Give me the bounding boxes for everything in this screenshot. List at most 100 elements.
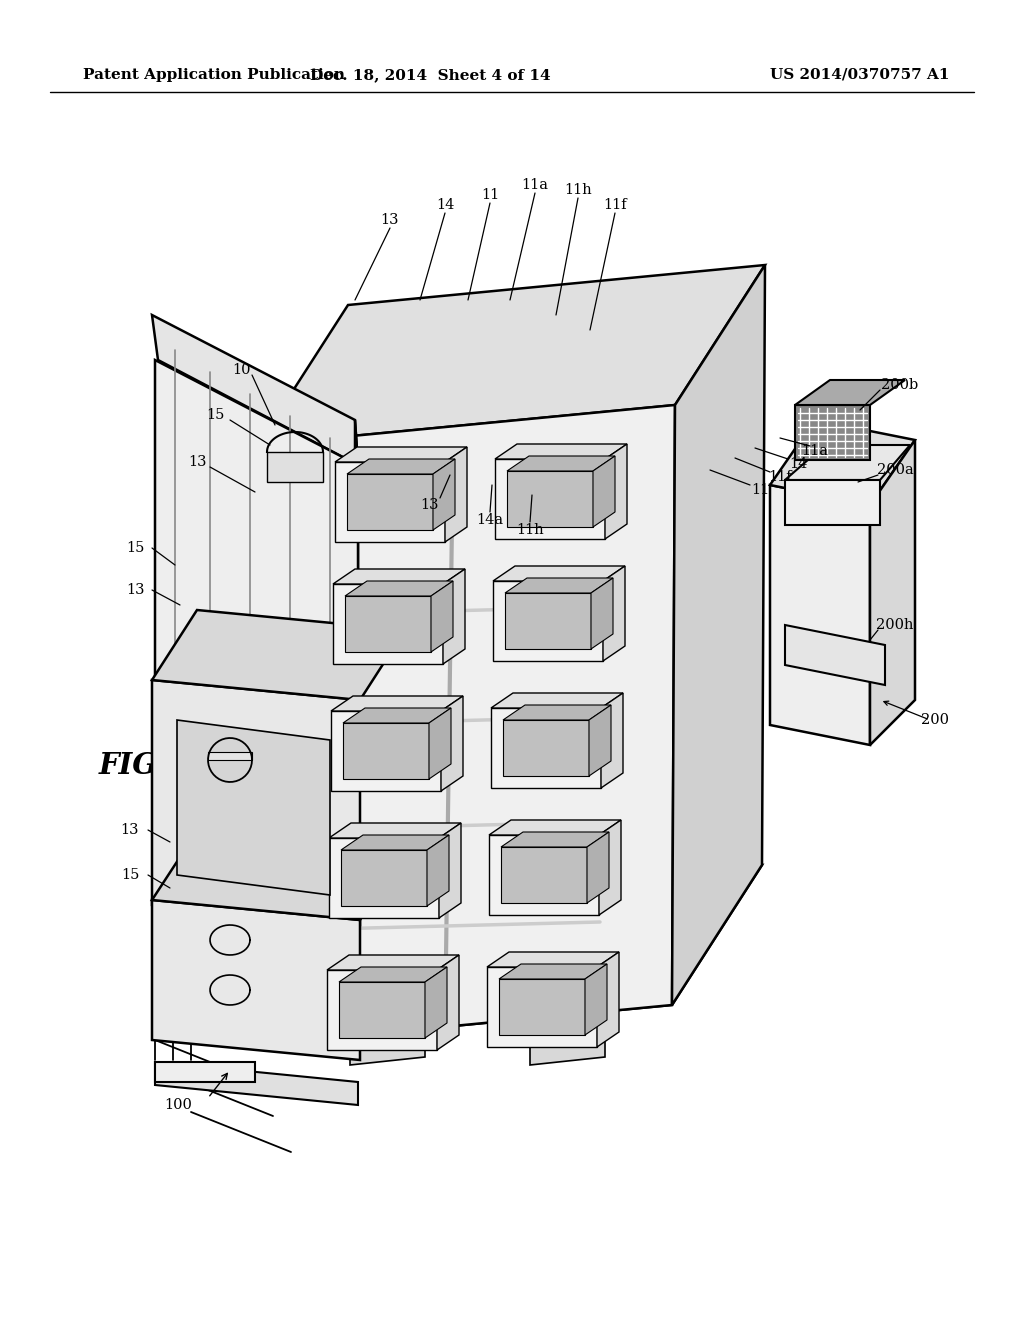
Polygon shape: [343, 723, 429, 779]
Text: 14a: 14a: [476, 513, 504, 527]
Polygon shape: [599, 820, 621, 915]
Polygon shape: [795, 405, 870, 459]
Text: 13: 13: [421, 498, 439, 512]
Text: 100: 100: [164, 1098, 191, 1111]
Polygon shape: [431, 581, 453, 652]
Polygon shape: [495, 444, 627, 459]
Polygon shape: [605, 444, 627, 539]
Polygon shape: [341, 836, 449, 850]
Text: 13: 13: [188, 455, 207, 469]
Polygon shape: [339, 968, 447, 982]
Polygon shape: [345, 597, 431, 652]
Polygon shape: [333, 583, 443, 664]
Text: 13: 13: [126, 583, 144, 597]
Polygon shape: [425, 968, 447, 1038]
Polygon shape: [785, 445, 910, 480]
Text: 14: 14: [436, 198, 455, 213]
Polygon shape: [603, 566, 625, 661]
Text: 15: 15: [121, 869, 139, 882]
Polygon shape: [501, 847, 587, 903]
Polygon shape: [152, 315, 358, 465]
Polygon shape: [152, 854, 390, 920]
Text: Dec. 18, 2014  Sheet 4 of 14: Dec. 18, 2014 Sheet 4 of 14: [309, 69, 550, 82]
Polygon shape: [795, 380, 905, 405]
Polygon shape: [327, 970, 437, 1049]
Polygon shape: [335, 462, 445, 543]
Text: 15: 15: [206, 408, 224, 422]
Polygon shape: [427, 836, 449, 906]
Polygon shape: [785, 480, 880, 525]
Polygon shape: [331, 711, 441, 791]
Text: 11a: 11a: [521, 178, 549, 191]
Polygon shape: [347, 459, 455, 474]
Text: 11: 11: [751, 483, 769, 498]
Polygon shape: [355, 420, 358, 861]
Polygon shape: [489, 836, 599, 915]
Polygon shape: [327, 954, 459, 970]
Text: 200a: 200a: [877, 463, 913, 477]
Polygon shape: [585, 964, 607, 1035]
Polygon shape: [155, 360, 358, 814]
Text: 13: 13: [121, 822, 139, 837]
Polygon shape: [499, 979, 585, 1035]
Polygon shape: [593, 455, 615, 527]
Polygon shape: [672, 265, 765, 1005]
Polygon shape: [255, 865, 762, 1045]
Polygon shape: [152, 900, 360, 1060]
Text: FIG. 4: FIG. 4: [98, 751, 198, 780]
Text: 11: 11: [481, 187, 499, 202]
Polygon shape: [341, 850, 427, 906]
Polygon shape: [441, 696, 463, 791]
Polygon shape: [333, 569, 465, 583]
Polygon shape: [505, 578, 613, 593]
Polygon shape: [255, 405, 675, 1045]
Polygon shape: [499, 964, 607, 979]
Polygon shape: [601, 693, 623, 788]
Polygon shape: [443, 569, 465, 664]
Polygon shape: [350, 1027, 425, 1065]
Polygon shape: [343, 708, 451, 723]
Text: 11h: 11h: [516, 523, 544, 537]
Polygon shape: [152, 610, 406, 700]
Polygon shape: [589, 705, 611, 776]
Polygon shape: [770, 420, 915, 506]
Polygon shape: [489, 820, 621, 836]
Polygon shape: [433, 459, 455, 531]
Polygon shape: [347, 474, 433, 531]
Polygon shape: [439, 822, 461, 917]
Text: 11a: 11a: [802, 444, 828, 458]
Polygon shape: [329, 822, 461, 838]
Polygon shape: [208, 752, 252, 760]
Polygon shape: [490, 708, 601, 788]
Polygon shape: [505, 593, 591, 649]
Text: 200b: 200b: [882, 378, 919, 392]
Polygon shape: [507, 471, 593, 527]
Polygon shape: [335, 447, 467, 462]
Polygon shape: [155, 1063, 358, 1105]
Text: 200: 200: [921, 713, 949, 727]
Text: US 2014/0370757 A1: US 2014/0370757 A1: [770, 69, 950, 82]
Text: Patent Application Publication: Patent Application Publication: [83, 69, 345, 82]
Text: 10: 10: [232, 363, 251, 378]
Polygon shape: [503, 705, 611, 719]
Polygon shape: [345, 581, 453, 597]
Polygon shape: [155, 1063, 255, 1082]
Polygon shape: [770, 484, 870, 744]
Polygon shape: [870, 440, 915, 744]
Polygon shape: [597, 952, 618, 1047]
Polygon shape: [429, 708, 451, 779]
Polygon shape: [487, 968, 597, 1047]
Polygon shape: [530, 1027, 605, 1065]
Polygon shape: [591, 578, 613, 649]
Text: 14: 14: [788, 457, 807, 471]
Polygon shape: [507, 455, 615, 471]
Polygon shape: [495, 459, 605, 539]
Polygon shape: [487, 952, 618, 968]
Polygon shape: [501, 832, 609, 847]
Polygon shape: [258, 265, 765, 445]
Text: 200h: 200h: [877, 618, 913, 632]
Text: 11h: 11h: [564, 183, 592, 197]
Polygon shape: [445, 447, 467, 543]
Polygon shape: [267, 451, 323, 482]
Polygon shape: [329, 838, 439, 917]
